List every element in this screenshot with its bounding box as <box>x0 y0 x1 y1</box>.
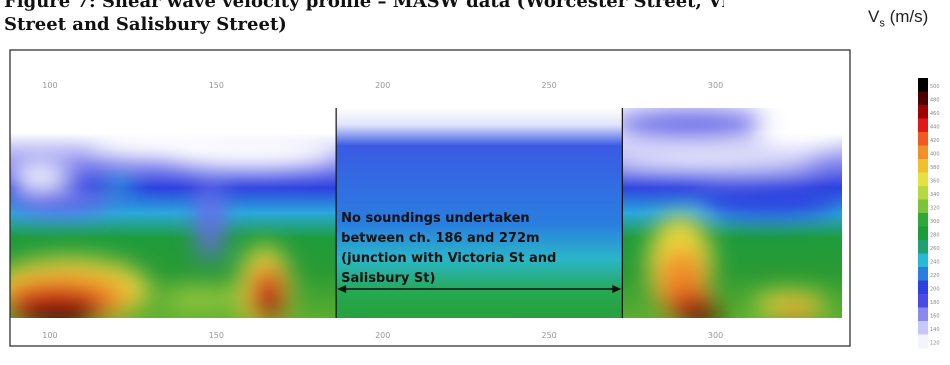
colorbar-swatch-16 <box>918 294 928 308</box>
colorbar: 500 480 460 440 420 400 380 360 340 320 300 280 260 2… <box>918 78 940 349</box>
top-axis-strip <box>10 50 850 108</box>
x-tick-label-top-0: 100 <box>42 81 57 90</box>
x-tick-label-top-3: 250 <box>541 81 556 90</box>
colorbar-tick-2: 460 <box>930 111 940 117</box>
colorbar-swatch-7 <box>918 172 928 187</box>
colorbar-swatch-8 <box>918 186 928 200</box>
colorbar-tick-4: 420 <box>930 138 940 144</box>
colorbar-swatch-6 <box>918 159 928 173</box>
x-tick-label-top-4: 300 <box>708 81 723 90</box>
heatmap-blob-21 <box>676 308 724 318</box>
x-tick-label-bottom-1: 150 <box>209 331 224 340</box>
colorbar-tick-9: 320 <box>930 206 940 212</box>
colorbar-swatch-19 <box>918 334 928 349</box>
colorbar-swatch-11 <box>918 226 928 241</box>
heatmap-blob-14 <box>610 109 770 141</box>
colorbar-tick-3: 440 <box>930 125 940 131</box>
x-tick-label-bottom-2: 200 <box>375 331 390 340</box>
colorbar-tick-12: 260 <box>930 246 940 252</box>
heatmap-blob-3 <box>10 186 110 214</box>
heatmap-blob-4 <box>160 132 340 168</box>
x-tick-label-bottom-3: 250 <box>541 331 556 340</box>
colorbar-tick-5: 400 <box>930 152 940 158</box>
colorbar-swatch-5 <box>918 145 928 160</box>
colorbar-tick-8: 340 <box>930 192 940 198</box>
heatmap-blob-13 <box>196 180 224 260</box>
colorbar-title: Vs (m/s) <box>868 7 928 29</box>
colorbar-tick-16: 180 <box>930 300 940 306</box>
colorbar-tick-11: 280 <box>930 233 940 239</box>
annotation-line-2: (junction with Victoria St and <box>341 251 556 266</box>
heatmap-blob-2 <box>106 175 134 195</box>
x-tick-label-bottom-0: 100 <box>42 331 57 340</box>
heatmap-blob-16 <box>600 150 820 170</box>
heatmap-blob-23 <box>773 304 817 318</box>
heatmap-blob-17 <box>700 184 840 216</box>
colorbar-swatch-14 <box>918 267 928 281</box>
gap-arrow-head-right <box>612 285 622 293</box>
heatmap-blob-8 <box>20 305 100 318</box>
colorbar-tick-18: 140 <box>930 327 940 333</box>
colorbar-title-unit: (m/s) <box>889 7 929 26</box>
heatmap-blob-15 <box>760 116 840 144</box>
x-tick-label-bottom-4: 300 <box>708 331 723 340</box>
heatmap-blob-1 <box>10 161 70 189</box>
plot-frame <box>9 49 851 347</box>
bottom-axis-strip <box>10 318 850 346</box>
colorbar-tick-7: 360 <box>930 179 940 185</box>
annotation-line-0: No soundings undertaken <box>341 211 530 226</box>
colorbar-tick-1: 480 <box>930 98 940 104</box>
colorbar-swatch-10 <box>918 213 928 227</box>
colorbar-tick-0: 500 <box>930 84 940 90</box>
colorbar-swatch-0 <box>918 78 928 92</box>
colorbar-swatch-4 <box>918 132 928 146</box>
colorbar-swatch-13 <box>918 253 928 268</box>
heatmap-field <box>10 109 840 318</box>
gap-arrow-head-left <box>337 285 347 293</box>
colorbar-swatch-1 <box>918 91 928 106</box>
colorbar-tick-13: 240 <box>930 260 940 266</box>
colorbar-swatch-18 <box>918 321 928 335</box>
annotation-line-3: Salisbury St) <box>341 271 435 286</box>
no-sounding-region <box>336 108 623 318</box>
colorbar-swatch-17 <box>918 307 928 322</box>
colorbar-tick-15: 200 <box>930 287 940 293</box>
colorbar-title-base: V <box>868 7 880 26</box>
heatmap-blob-12 <box>256 302 284 318</box>
colorbar-swatch-2 <box>918 105 928 119</box>
colorbar-swatch-15 <box>918 280 928 295</box>
colorbar-tick-17: 160 <box>930 314 940 320</box>
colorbar-swatch-12 <box>918 240 928 254</box>
colorbar-tick-6: 380 <box>930 165 940 171</box>
colorbar-swatch-9 <box>918 199 928 214</box>
caption-line-1: Figure 7: Shear wave velocity profile – … <box>4 0 724 12</box>
annotation-line-1: between ch. 186 and 272m <box>341 231 539 246</box>
caption-line-2: Street and Salisbury Street) <box>4 14 287 35</box>
colorbar-title-sub: s <box>879 17 885 30</box>
colorbar-tick-14: 220 <box>930 273 940 279</box>
x-tick-label-top-2: 200 <box>375 81 390 90</box>
heatmap-blob-9 <box>160 288 240 312</box>
colorbar-swatch-3 <box>918 118 928 133</box>
colorbar-tick-19: 120 <box>930 341 940 347</box>
figure-caption: Figure 7: Shear wave velocity profile – … <box>4 0 724 36</box>
x-tick-label-top-1: 150 <box>209 81 224 90</box>
colorbar-tick-10: 300 <box>930 219 940 225</box>
